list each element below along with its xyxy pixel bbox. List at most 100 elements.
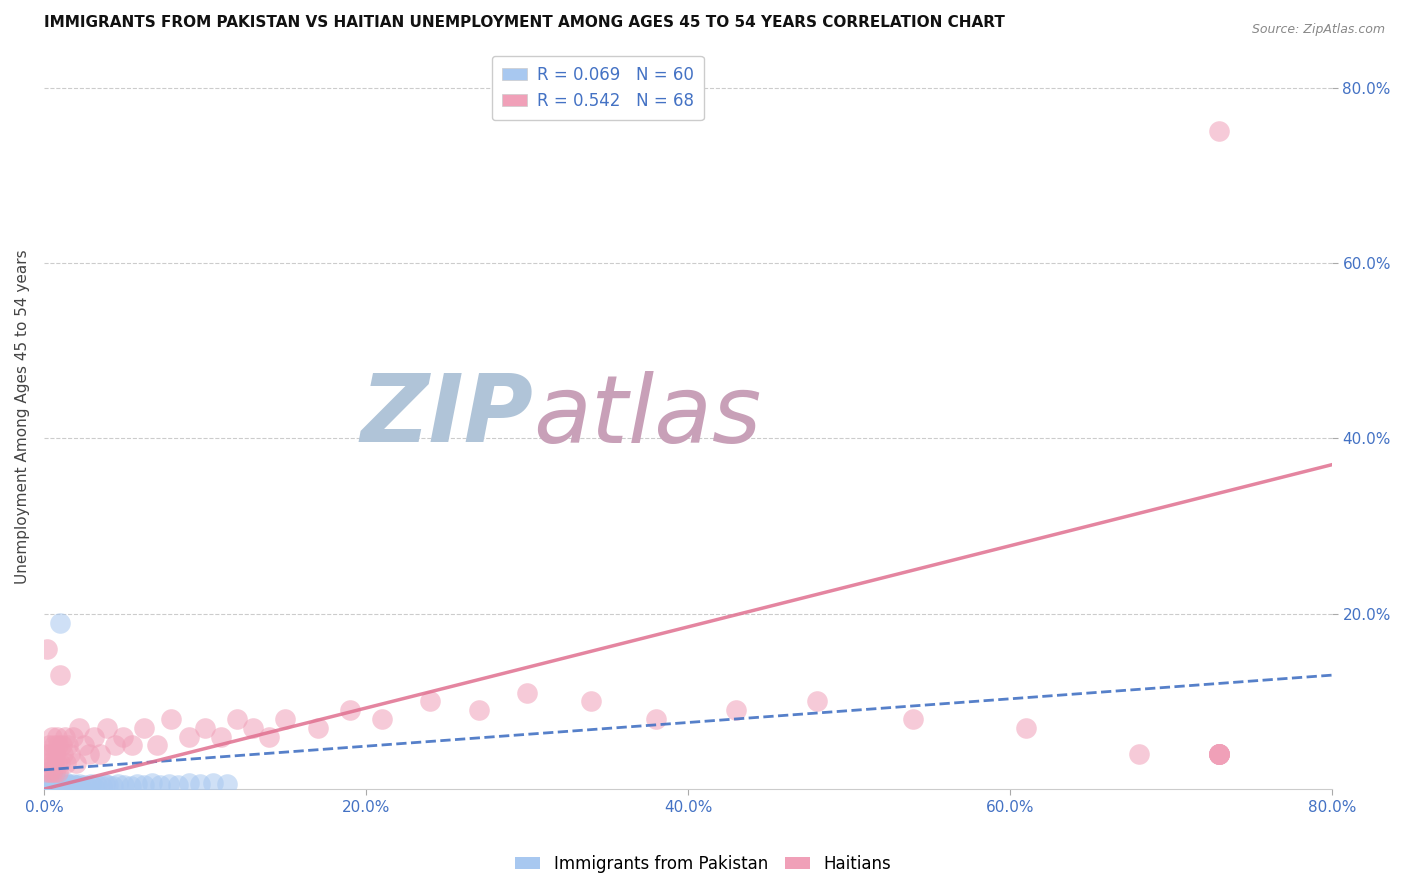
- Point: [56, 777, 79, 791]
- Point: [53, 775, 76, 789]
- Point: [903, 712, 925, 726]
- Point: [581, 694, 603, 708]
- Point: [60, 779, 83, 793]
- Point: [1208, 747, 1230, 761]
- Point: [41, 778, 63, 792]
- Point: [1208, 747, 1230, 761]
- Point: [44, 777, 66, 791]
- Point: [37, 641, 59, 656]
- Point: [39, 747, 62, 761]
- Text: atlas: atlas: [533, 371, 762, 462]
- Point: [1015, 721, 1038, 735]
- Point: [1208, 747, 1230, 761]
- Point: [53, 778, 76, 792]
- Point: [145, 739, 167, 753]
- Point: [51, 777, 73, 791]
- Point: [177, 730, 200, 744]
- Point: [1128, 747, 1150, 761]
- Text: Source: ZipAtlas.com: Source: ZipAtlas.com: [1251, 23, 1385, 37]
- Point: [34, 780, 56, 794]
- Point: [97, 778, 120, 792]
- Legend: Immigrants from Pakistan, Haitians: Immigrants from Pakistan, Haitians: [509, 848, 897, 880]
- Point: [89, 747, 111, 761]
- Point: [132, 778, 155, 792]
- Point: [209, 730, 232, 744]
- Point: [725, 703, 748, 717]
- Point: [49, 780, 72, 794]
- Point: [83, 780, 105, 794]
- Point: [37, 764, 59, 779]
- Point: [38, 756, 60, 770]
- Point: [132, 721, 155, 735]
- Point: [1208, 124, 1230, 138]
- Point: [42, 779, 65, 793]
- Point: [274, 712, 297, 726]
- Point: [67, 777, 90, 791]
- Point: [65, 778, 87, 792]
- Point: [107, 777, 129, 791]
- Point: [419, 694, 441, 708]
- Point: [45, 778, 67, 792]
- Text: ZIP: ZIP: [360, 370, 533, 462]
- Point: [188, 777, 211, 791]
- Point: [52, 776, 75, 790]
- Point: [177, 776, 200, 790]
- Point: [49, 756, 72, 770]
- Point: [90, 779, 112, 793]
- Point: [51, 779, 73, 793]
- Point: [112, 778, 135, 792]
- Point: [56, 780, 79, 794]
- Point: [65, 756, 87, 770]
- Point: [1208, 747, 1230, 761]
- Point: [70, 780, 93, 794]
- Point: [52, 747, 75, 761]
- Point: [194, 721, 217, 735]
- Point: [79, 777, 101, 791]
- Point: [38, 779, 60, 793]
- Point: [53, 730, 76, 744]
- Point: [259, 730, 281, 744]
- Point: [55, 756, 77, 770]
- Point: [62, 730, 84, 744]
- Point: [63, 780, 86, 794]
- Point: [62, 777, 84, 791]
- Point: [49, 615, 72, 630]
- Point: [38, 780, 60, 795]
- Point: [226, 712, 249, 726]
- Point: [44, 780, 66, 794]
- Point: [96, 721, 118, 735]
- Point: [149, 778, 172, 792]
- Point: [86, 778, 108, 792]
- Point: [160, 712, 183, 726]
- Point: [806, 694, 828, 708]
- Point: [201, 776, 224, 790]
- Point: [83, 730, 105, 744]
- Point: [111, 730, 134, 744]
- Point: [307, 721, 329, 735]
- Point: [76, 779, 98, 793]
- Point: [49, 668, 72, 682]
- Point: [516, 686, 538, 700]
- Point: [52, 780, 75, 794]
- Point: [1208, 747, 1230, 761]
- Point: [73, 778, 96, 792]
- Point: [467, 703, 489, 717]
- Point: [48, 779, 70, 793]
- Point: [44, 747, 66, 761]
- Point: [59, 747, 82, 761]
- Point: [67, 721, 90, 735]
- Point: [66, 779, 89, 793]
- Point: [1208, 747, 1230, 761]
- Point: [371, 712, 394, 726]
- Point: [34, 747, 56, 761]
- Point: [644, 712, 666, 726]
- Point: [41, 730, 63, 744]
- Point: [44, 764, 66, 779]
- Point: [42, 756, 65, 770]
- Point: [166, 778, 188, 792]
- Point: [45, 774, 67, 789]
- Text: IMMIGRANTS FROM PAKISTAN VS HAITIAN UNEMPLOYMENT AMONG AGES 45 TO 54 YEARS CORRE: IMMIGRANTS FROM PAKISTAN VS HAITIAN UNEM…: [44, 15, 1005, 30]
- Point: [41, 780, 63, 795]
- Legend: R = 0.069   N = 60, R = 0.542   N = 68: R = 0.069 N = 60, R = 0.542 N = 68: [492, 55, 704, 120]
- Point: [37, 780, 59, 795]
